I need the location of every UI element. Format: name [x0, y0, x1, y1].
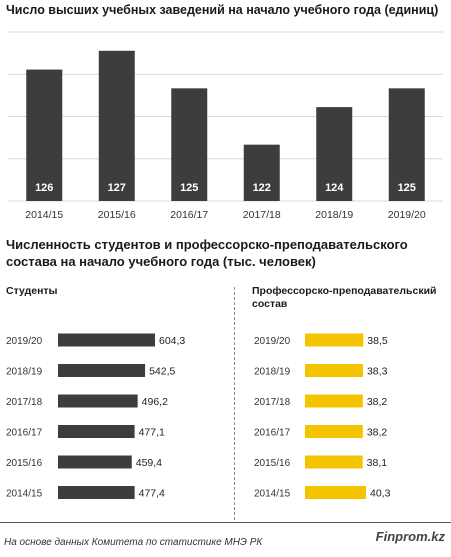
staff-value-label: 38,1	[367, 457, 388, 469]
footer-rule	[0, 522, 451, 523]
staff-category-label: 2015/16	[254, 458, 291, 469]
staff-value-label: 38,3	[367, 366, 388, 378]
staff-value-label: 38,2	[367, 396, 388, 408]
chart1-bar	[388, 88, 425, 201]
chart1-title: Число высших учебных заведений на начало…	[6, 3, 439, 17]
chart1-x-tick-label: 2016/17	[170, 209, 208, 221]
staff-value-label: 40,3	[370, 488, 391, 500]
staff-bar	[305, 425, 363, 438]
chart1-bar	[26, 69, 63, 201]
staff-category-label: 2017/18	[254, 397, 291, 408]
chart1-value-label: 125	[398, 182, 416, 194]
chart1-x-tick-labels: 2014/15 2015/16 2016/17 2017/18 2018/19 2019/…	[25, 209, 426, 221]
student-bar	[58, 425, 135, 438]
chart1-x-tick-label: 2014/15	[25, 209, 63, 221]
staff-bar	[305, 486, 366, 499]
chart1-bar	[316, 107, 353, 201]
staff-category-label: 2016/17	[254, 428, 291, 439]
footer-brand: Finprom.kz	[375, 529, 445, 544]
chart1-x-tick-label: 2017/18	[243, 209, 281, 221]
student-category-label: 2017/18	[6, 397, 43, 408]
chart1-value-labels: 126 127 125 122 124 125	[35, 182, 416, 194]
chart1-gridlines	[8, 31, 443, 202]
student-category-label: 2015/16	[6, 458, 43, 469]
student-value-label: 459,4	[136, 457, 162, 469]
chart1-x-tick-label: 2019/20	[388, 209, 426, 221]
staff-bar	[305, 455, 363, 469]
staff-category-label: 2019/20	[254, 336, 291, 347]
chart1-value-label: 122	[253, 182, 271, 194]
staff-bar	[305, 364, 363, 377]
student-bar	[58, 486, 135, 499]
student-category-label: 2014/15	[6, 489, 43, 500]
chart1-value-label: 125	[180, 182, 198, 194]
student-value-label: 496,2	[142, 396, 168, 408]
student-value-label: 604,3	[159, 335, 185, 347]
chart1-value-label: 127	[108, 182, 126, 194]
chart1-bars	[26, 50, 425, 202]
students-subtitle: Студенты	[6, 285, 58, 297]
chart1-x-tick-label: 2015/16	[98, 209, 136, 221]
student-bar	[58, 394, 138, 408]
chart1-value-label: 124	[325, 182, 344, 194]
footer-source: На основе данных Комитета по статистике …	[4, 537, 263, 548]
staff-bar	[305, 333, 364, 347]
student-category-label: 2019/20	[6, 336, 43, 347]
staff-value-label: 38,2	[367, 427, 388, 439]
student-bar	[58, 364, 146, 377]
students-staff-chart: 2019/20 604,3 2018/19 542,5 2017/18 496,2 2016…	[6, 333, 391, 500]
chart1-bar	[243, 144, 280, 201]
chart2-title: Численность студентов и профессорско-пре…	[6, 237, 408, 269]
staff-subtitle: Профессорско-преподавательский состав	[252, 285, 437, 310]
student-bar	[58, 455, 132, 469]
student-value-label: 477,1	[139, 427, 165, 439]
staff-bar	[305, 394, 363, 408]
chart1-bar	[98, 50, 135, 202]
staff-value-label: 38,5	[367, 335, 388, 347]
chart1-value-label: 126	[35, 182, 53, 194]
student-bar	[58, 333, 155, 347]
chart1-bar	[171, 88, 208, 201]
student-value-label: 542,5	[149, 366, 175, 378]
student-category-label: 2016/17	[6, 428, 43, 439]
staff-category-label: 2014/15	[254, 489, 291, 500]
staff-panel: 2019/20 38,5 2018/19 38,3 2017/18 38,2 2016/17…	[254, 333, 391, 500]
student-value-label: 477,4	[139, 488, 165, 500]
students-panel: 2019/20 604,3 2018/19 542,5 2017/18 496,2 2016…	[6, 333, 185, 500]
staff-category-label: 2018/19	[254, 367, 291, 378]
chart1-x-tick-label: 2018/19	[315, 209, 353, 221]
institutions-chart: 126 127 125 122 124 125 2014/15 2015/16 2016/17…	[8, 31, 443, 221]
student-category-label: 2018/19	[6, 367, 43, 378]
panel-divider	[234, 287, 235, 520]
